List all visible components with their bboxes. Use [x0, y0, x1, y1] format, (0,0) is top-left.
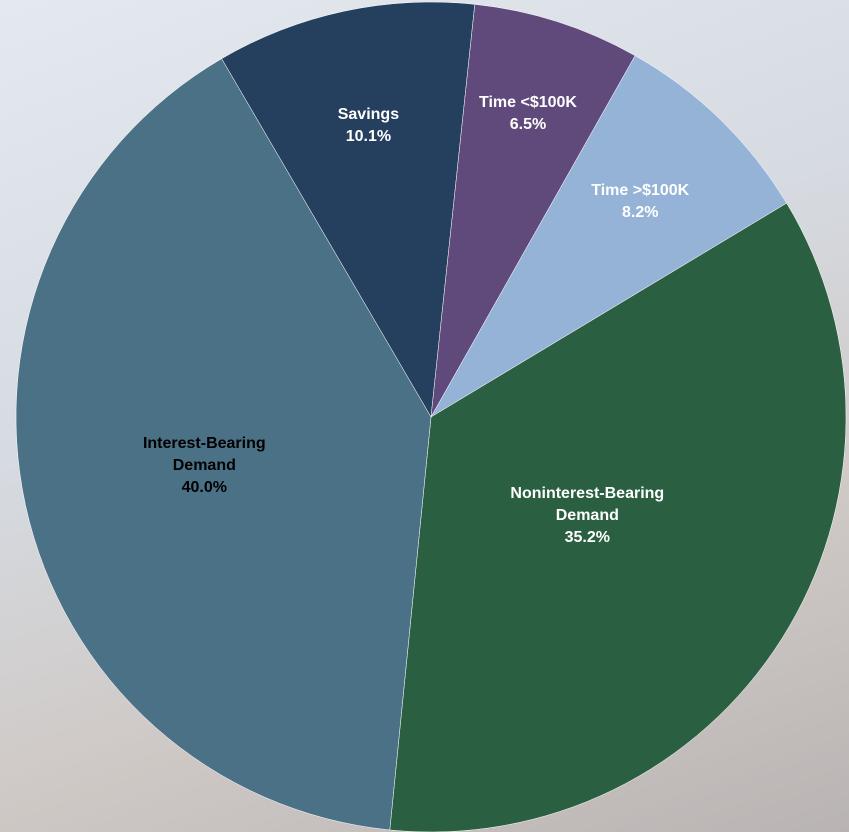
category-label: Savings [337, 105, 400, 123]
value-label: 8.2% [621, 203, 659, 221]
category-label: Interest-Bearing Demand [142, 435, 266, 475]
pie-slice [430, 4, 636, 418]
category-label: Time <$100K [478, 94, 577, 112]
slice-label: Interest-Bearing Demand 40.0% [129, 433, 279, 499]
slice-label: Savings 10.1% [308, 104, 428, 148]
value-label: 6.5% [509, 116, 547, 134]
category-label: Time >$100K [591, 181, 690, 199]
pie-slice [389, 202, 847, 832]
value-label: 40.0% [181, 479, 227, 497]
pie-slice [221, 1, 476, 418]
pie-slice [15, 58, 432, 831]
slice-label: Time >$100K 8.2% [570, 180, 710, 224]
value-label: 35.2% [564, 528, 610, 546]
pie-slice [430, 55, 787, 418]
value-label: 10.1% [345, 127, 392, 145]
slice-label: Time <$100K 6.5% [463, 92, 593, 136]
slice-label: Noninterest-Bearing Demand 35.2% [487, 483, 687, 549]
category-label: Noninterest-Bearing Demand [510, 484, 665, 524]
